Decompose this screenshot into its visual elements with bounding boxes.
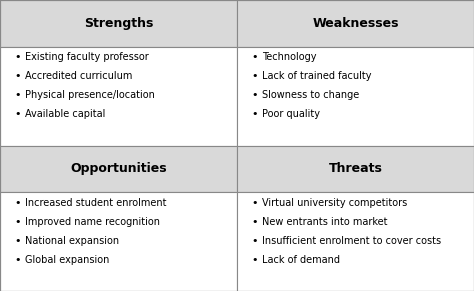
Text: •: • bbox=[14, 109, 21, 119]
Text: Physical presence/location: Physical presence/location bbox=[25, 90, 155, 100]
Text: Weaknesses: Weaknesses bbox=[312, 17, 399, 30]
Text: Opportunities: Opportunities bbox=[70, 162, 167, 175]
Text: •: • bbox=[251, 217, 258, 227]
Text: •: • bbox=[251, 109, 258, 119]
Text: Poor quality: Poor quality bbox=[262, 109, 319, 119]
Text: •: • bbox=[251, 52, 258, 62]
Text: Threats: Threats bbox=[328, 162, 383, 175]
Bar bbox=[0, 192, 237, 291]
Text: •: • bbox=[251, 236, 258, 246]
Text: Insufficient enrolment to cover costs: Insufficient enrolment to cover costs bbox=[262, 236, 441, 246]
Bar bbox=[237, 0, 474, 47]
Text: •: • bbox=[14, 71, 21, 81]
Text: •: • bbox=[14, 217, 21, 227]
Text: Available capital: Available capital bbox=[25, 109, 105, 119]
Text: Technology: Technology bbox=[262, 52, 316, 62]
Text: Lack of demand: Lack of demand bbox=[262, 255, 340, 265]
Text: •: • bbox=[14, 236, 21, 246]
Text: •: • bbox=[251, 255, 258, 265]
Text: Strengths: Strengths bbox=[84, 17, 153, 30]
Text: Slowness to change: Slowness to change bbox=[262, 90, 359, 100]
Bar bbox=[237, 146, 474, 192]
Text: Improved name recognition: Improved name recognition bbox=[25, 217, 160, 227]
Bar bbox=[237, 192, 474, 291]
Text: •: • bbox=[251, 90, 258, 100]
Text: •: • bbox=[14, 90, 21, 100]
Text: •: • bbox=[251, 71, 258, 81]
Text: •: • bbox=[14, 52, 21, 62]
Text: National expansion: National expansion bbox=[25, 236, 119, 246]
Text: Virtual university competitors: Virtual university competitors bbox=[262, 198, 407, 207]
Bar bbox=[0, 0, 237, 47]
Text: Accredited curriculum: Accredited curriculum bbox=[25, 71, 132, 81]
Text: •: • bbox=[251, 198, 258, 207]
Bar bbox=[0, 146, 237, 192]
Bar bbox=[0, 47, 237, 146]
Text: Increased student enrolment: Increased student enrolment bbox=[25, 198, 166, 207]
Text: •: • bbox=[14, 198, 21, 207]
Text: •: • bbox=[14, 255, 21, 265]
Text: New entrants into market: New entrants into market bbox=[262, 217, 387, 227]
Text: Lack of trained faculty: Lack of trained faculty bbox=[262, 71, 371, 81]
Text: Existing faculty professor: Existing faculty professor bbox=[25, 52, 148, 62]
Bar bbox=[237, 47, 474, 146]
Text: Global expansion: Global expansion bbox=[25, 255, 109, 265]
